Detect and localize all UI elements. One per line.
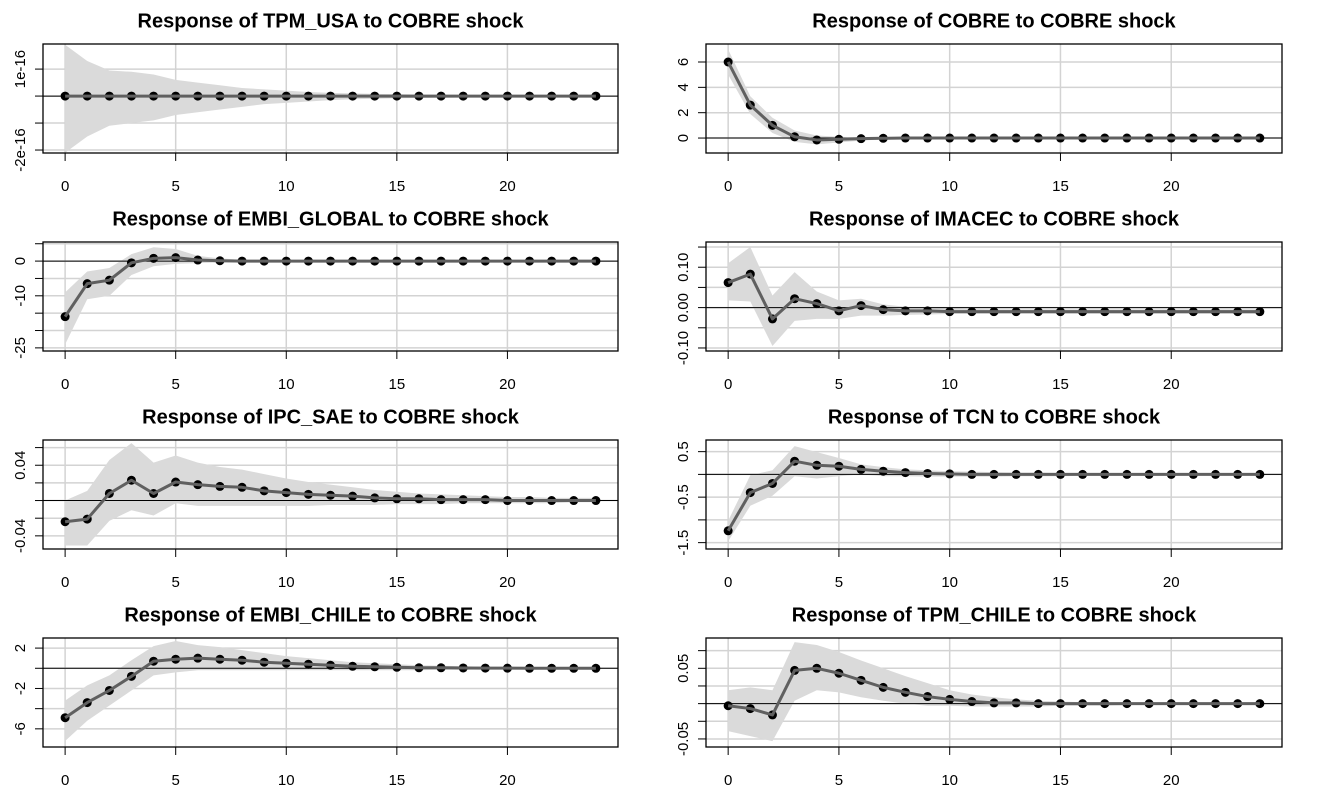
x-tick-label: 0 <box>724 574 732 591</box>
y-tick-label: -1.5 <box>675 530 692 556</box>
x-tick-label: 15 <box>389 178 406 195</box>
y-tick-label: -0.04 <box>12 519 29 553</box>
x-tick-label: 5 <box>172 376 180 393</box>
y-tick-label: -25 <box>12 337 29 359</box>
y-tick-label: -2e-16 <box>12 128 29 171</box>
x-tick-label: 5 <box>172 178 180 195</box>
y-tick-label: -0.10 <box>675 331 692 365</box>
line <box>726 459 1260 532</box>
x-tick-label: 10 <box>278 772 295 789</box>
x-tick-label: 15 <box>389 376 406 393</box>
y-tick-label: 0.04 <box>12 451 29 480</box>
y-tick-label: 0.05 <box>675 654 692 683</box>
x-tick-label: 0 <box>724 376 732 393</box>
line <box>63 256 596 318</box>
confidence-band <box>728 247 1260 346</box>
y-tick-label: 0.00 <box>675 293 692 322</box>
x-tick-label: 5 <box>172 574 180 591</box>
x-tick-label: 20 <box>499 178 516 195</box>
y-tick-label: 0.10 <box>675 253 692 282</box>
line <box>727 666 1260 717</box>
confidence-band <box>728 642 1260 742</box>
x-tick-label: 10 <box>278 376 295 393</box>
chart-title: Response of TPM_CHILE to COBRE shock <box>792 604 1197 626</box>
confidence-band <box>728 446 1260 542</box>
x-tick-label: 0 <box>61 772 69 789</box>
y-tick-label: 1e-16 <box>12 50 29 88</box>
x-tick-label: 10 <box>278 574 295 591</box>
x-tick-label: 0 <box>61 574 69 591</box>
confidence-band <box>728 49 1260 145</box>
chart-title: Response of IPC_SAE to COBRE shock <box>142 406 520 428</box>
x-tick-label: 0 <box>61 178 69 195</box>
x-tick-label: 5 <box>835 178 843 195</box>
line <box>64 478 596 524</box>
x-tick-label: 10 <box>941 574 958 591</box>
y-tick-label: -10 <box>12 285 29 307</box>
plot-frame <box>705 241 1283 352</box>
y-tick-label: -2 <box>12 682 29 695</box>
y-tick-label: 4 <box>675 83 692 91</box>
x-tick-label: 15 <box>389 772 406 789</box>
x-tick-label: 15 <box>1052 376 1069 393</box>
y-tick-label: 0 <box>675 134 692 142</box>
x-tick-label: 15 <box>1052 178 1069 195</box>
y-tick-label: 0.5 <box>675 441 692 462</box>
x-tick-label: 5 <box>835 376 843 393</box>
x-tick-label: 5 <box>835 772 843 789</box>
x-tick-label: 15 <box>1052 574 1069 591</box>
plot-frame <box>705 439 1283 550</box>
x-tick-label: 20 <box>499 574 516 591</box>
plot-frame <box>42 439 619 550</box>
y-tick-label: 2 <box>12 644 29 652</box>
y-tick-label: -0.05 <box>675 722 692 756</box>
plot-frame <box>42 241 619 352</box>
x-tick-label: 0 <box>724 772 732 789</box>
x-tick-label: 10 <box>941 178 958 195</box>
chart-title: Response of EMBI_GLOBAL to COBRE shock <box>112 208 549 230</box>
x-tick-label: 20 <box>1163 376 1180 393</box>
x-tick-label: 10 <box>941 772 958 789</box>
line <box>726 61 1260 142</box>
x-tick-label: 15 <box>1052 772 1069 789</box>
x-tick-label: 20 <box>1163 178 1180 195</box>
x-tick-label: 20 <box>499 376 516 393</box>
plot-frame <box>42 637 619 748</box>
y-tick-label: -6 <box>12 722 29 735</box>
chart-title: Response of EMBI_CHILE to COBRE shock <box>124 604 537 626</box>
x-tick-label: 0 <box>724 178 732 195</box>
line <box>64 656 596 719</box>
chart-title: Response of TCN to COBRE shock <box>828 406 1161 428</box>
x-tick-label: 15 <box>389 574 406 591</box>
y-tick-label: 2 <box>675 109 692 117</box>
plot-frame <box>705 637 1283 748</box>
plot-frame <box>705 43 1283 154</box>
x-tick-label: 10 <box>278 178 295 195</box>
chart-title: Response of IMACEC to COBRE shock <box>809 208 1180 230</box>
x-tick-label: 20 <box>499 772 516 789</box>
x-tick-label: 10 <box>941 376 958 393</box>
plot-frame <box>42 43 619 154</box>
x-tick-label: 5 <box>172 772 180 789</box>
chart-title: Response of TPM_USA to COBRE shock <box>138 10 525 32</box>
x-tick-label: 20 <box>1163 574 1180 591</box>
x-tick-label: 5 <box>835 574 843 591</box>
line <box>727 272 1260 321</box>
chart-title: Response of COBRE to COBRE shock <box>812 10 1176 32</box>
y-tick-label: 0 <box>12 257 29 265</box>
x-tick-label: 20 <box>1163 772 1180 789</box>
y-tick-label: 6 <box>675 58 692 66</box>
confidence-band <box>65 641 596 741</box>
y-tick-label: -0.5 <box>675 484 692 510</box>
x-tick-label: 0 <box>61 376 69 393</box>
